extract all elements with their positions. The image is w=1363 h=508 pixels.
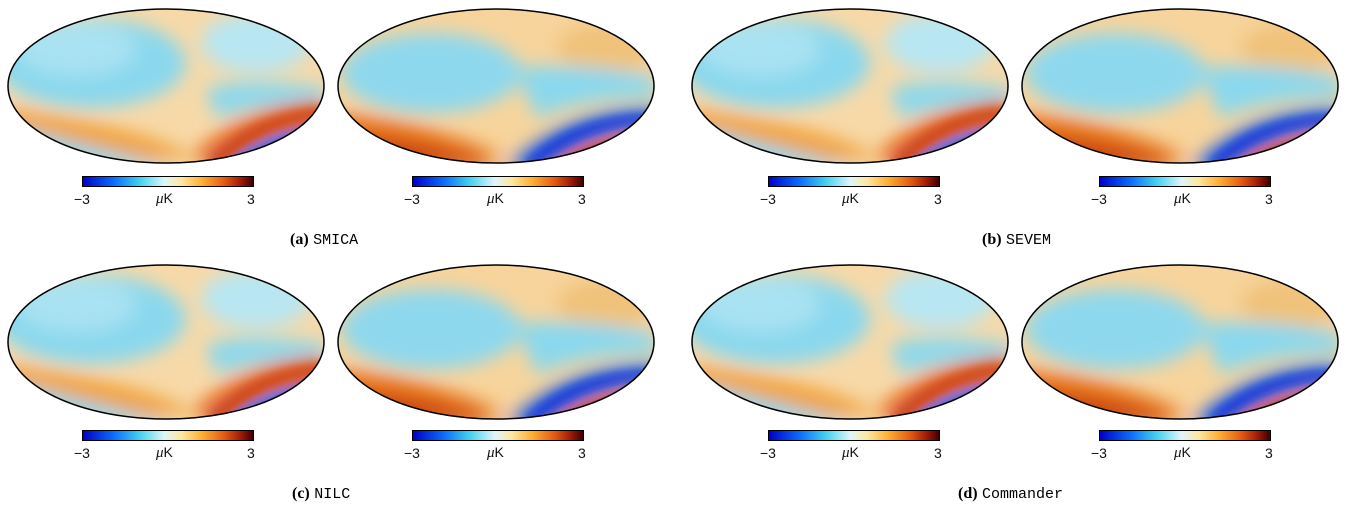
colorbar	[82, 176, 254, 187]
caption-label: (a)	[290, 231, 309, 248]
colorbar	[412, 430, 584, 441]
caption-label: (d)	[958, 485, 978, 502]
colorbar-min-label: −3	[760, 445, 776, 461]
map-sevem-left	[691, 8, 1009, 164]
colorbar-min-label: −3	[760, 191, 776, 207]
colorbar-max-label: 3	[1265, 445, 1273, 461]
colorbar	[768, 430, 940, 441]
caption-d: (d) Commander	[958, 485, 1063, 504]
map-sevem-right	[1021, 8, 1339, 164]
caption-label: (b)	[982, 231, 1002, 248]
colorbar-min-label: −3	[1091, 191, 1107, 207]
caption-name: NILC	[314, 486, 351, 503]
caption-name: SMICA	[313, 232, 359, 249]
map-smica-left	[7, 8, 325, 164]
colorbar-unit-label: μK	[1174, 444, 1191, 461]
colorbar	[1099, 176, 1271, 187]
colorbar-unit-label: μK	[156, 444, 173, 461]
map-smica-right	[337, 8, 655, 164]
colorbar-max-label: 3	[247, 191, 255, 207]
caption-b: (b) SEVEM	[982, 231, 1051, 250]
caption-name: SEVEM	[1006, 232, 1052, 249]
colorbar-unit-label: μK	[487, 190, 504, 207]
colorbar	[1099, 430, 1271, 441]
colorbar	[82, 430, 254, 441]
colorbar	[412, 176, 584, 187]
colorbar-max-label: 3	[1265, 191, 1273, 207]
colorbar-min-label: −3	[404, 191, 420, 207]
colorbar-max-label: 3	[934, 445, 942, 461]
colorbar-unit-label: μK	[156, 190, 173, 207]
caption-c: (c) NILC	[292, 485, 350, 504]
caption-label: (c)	[292, 485, 310, 502]
colorbar-max-label: 3	[578, 445, 586, 461]
colorbar	[768, 176, 940, 187]
colorbar-unit-label: μK	[842, 190, 859, 207]
colorbar-min-label: −3	[74, 191, 90, 207]
colorbar-max-label: 3	[578, 191, 586, 207]
colorbar-min-label: −3	[404, 445, 420, 461]
caption-a: (a) SMICA	[290, 231, 358, 250]
colorbar-max-label: 3	[247, 445, 255, 461]
map-nilc-right	[337, 264, 655, 420]
colorbar-unit-label: μK	[1174, 190, 1191, 207]
colorbar-unit-label: μK	[487, 444, 504, 461]
colorbar-min-label: −3	[1091, 445, 1107, 461]
map-commander-right	[1021, 264, 1339, 420]
caption-name: Commander	[982, 486, 1064, 503]
colorbar-min-label: −3	[74, 445, 90, 461]
colorbar-unit-label: μK	[842, 444, 859, 461]
map-commander-left	[691, 264, 1009, 420]
colorbar-max-label: 3	[934, 191, 942, 207]
map-nilc-left	[7, 264, 325, 420]
